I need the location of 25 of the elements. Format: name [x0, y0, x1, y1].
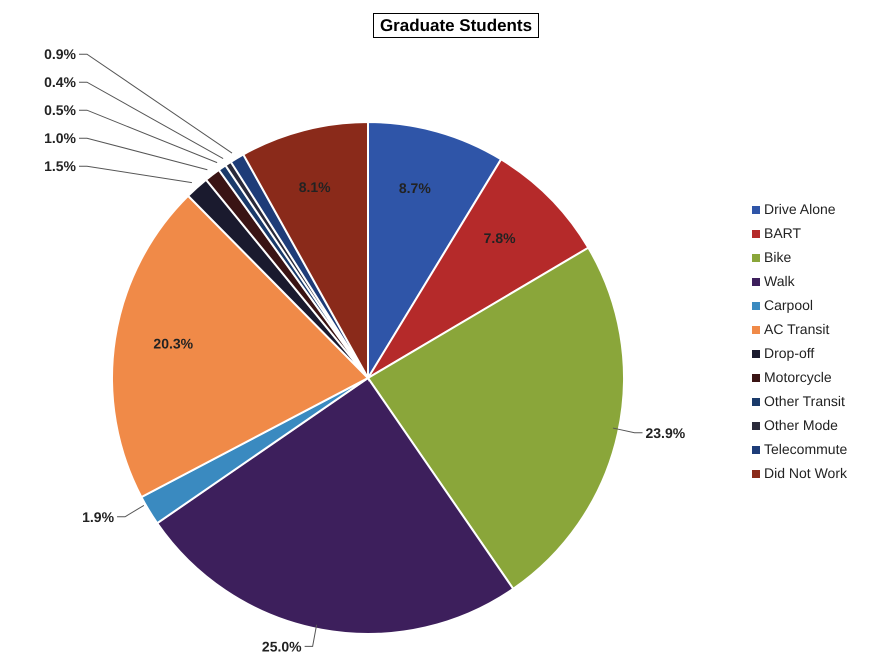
data-label: 1.0% — [44, 130, 77, 146]
legend-label: Drive Alone — [764, 200, 836, 216]
data-label: 23.9% — [645, 424, 686, 441]
legend-label: BART — [764, 224, 802, 240]
data-label: 7.8% — [484, 230, 516, 246]
data-label: 1.9% — [82, 508, 115, 525]
legend-label: Walk — [764, 272, 795, 288]
legend-label: Bike — [764, 248, 792, 264]
legend-label: Did Not Work — [764, 464, 847, 480]
legend-label: Other Transit — [764, 392, 845, 408]
data-label: 1.5% — [44, 158, 77, 174]
legend-label: Other Mode — [764, 416, 838, 432]
data-label: 0.9% — [44, 46, 77, 62]
data-label: 8.7% — [398, 180, 432, 196]
legend-label: AC Transit — [764, 320, 830, 336]
legend-label: Telecommute — [764, 440, 848, 456]
legend-label: Carpool — [764, 296, 814, 312]
data-label: 0.4% — [44, 74, 77, 90]
legend-label: Motorcycle — [764, 368, 832, 384]
data-label: 25.0% — [262, 638, 302, 654]
chart-title: Graduate Students — [372, 13, 540, 38]
data-label: 20.3% — [153, 336, 194, 352]
legend-label: Drop-off — [764, 344, 814, 360]
data-label: 0.5% — [44, 102, 77, 118]
data-label: 8.1% — [298, 179, 332, 196]
